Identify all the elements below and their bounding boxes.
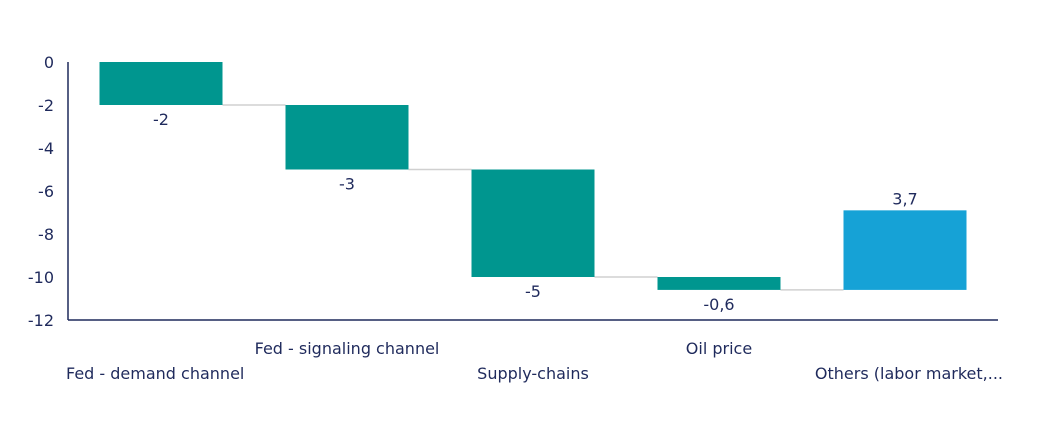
y-tick-label: -8: [38, 225, 54, 244]
category-label: Oil price: [686, 339, 752, 358]
y-tick-label: -10: [28, 268, 54, 287]
bar-1: [99, 62, 223, 105]
y-tick-label: -2: [38, 96, 54, 115]
y-tick-label: -12: [28, 311, 54, 330]
bar-5: [843, 210, 967, 290]
bar-4: [657, 277, 781, 290]
data-label: -5: [525, 282, 541, 301]
category-label: Supply-chains: [477, 364, 589, 383]
category-labels: Fed - demand channel Fed - signaling chan…: [66, 339, 1003, 383]
data-label: 3,7: [892, 189, 917, 208]
bars: [99, 62, 967, 290]
data-label: -0,6: [703, 295, 734, 314]
y-tick-label: 0: [44, 53, 54, 72]
category-label: Fed - signaling channel: [255, 339, 440, 358]
connector-lines: [222, 104, 844, 291]
y-tick-labels: 0 -2 -4 -6 -8 -10 -12: [28, 53, 54, 330]
category-label: Fed - demand channel: [66, 364, 244, 383]
axes: [67, 62, 998, 321]
data-label: -2: [153, 110, 169, 129]
data-label: -3: [339, 175, 355, 194]
data-labels: -2 -3 -5 -0,6 3,7: [153, 110, 918, 314]
bar-2: [285, 105, 409, 170]
bar-3: [471, 169, 595, 277]
y-tick-label: -4: [38, 139, 54, 158]
y-tick-label: -6: [38, 182, 54, 201]
category-label: Others (labor market,...: [815, 364, 1003, 383]
